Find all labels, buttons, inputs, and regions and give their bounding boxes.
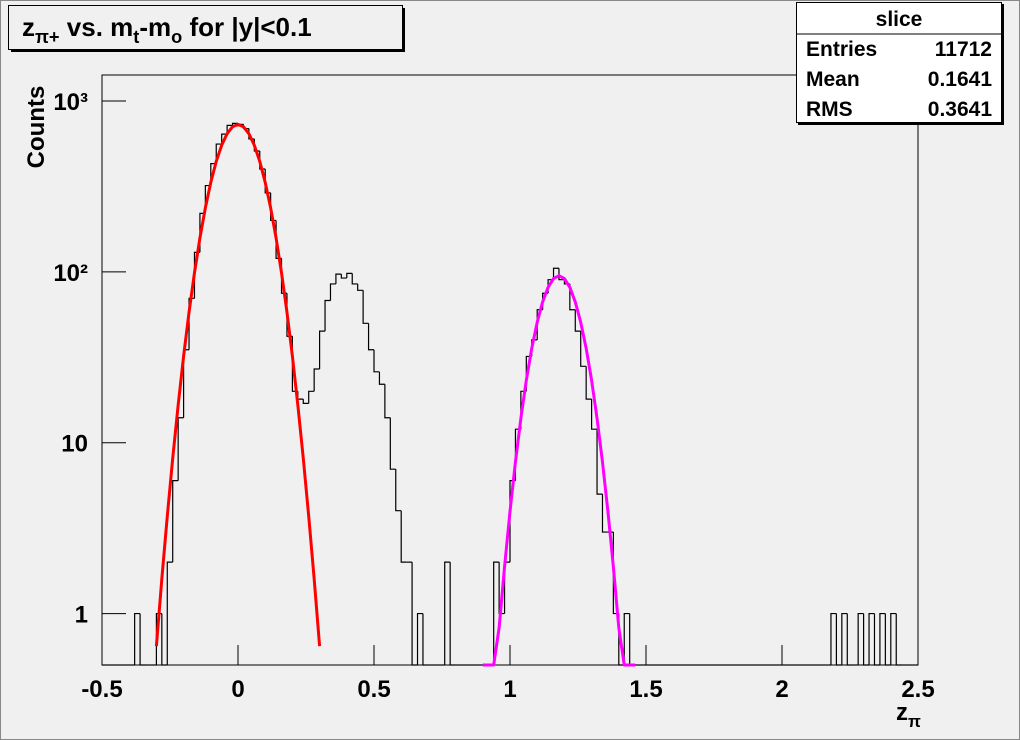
histogram-bin bbox=[231, 122, 238, 126]
histogram-bin bbox=[161, 613, 168, 666]
histogram-bin bbox=[585, 366, 592, 400]
histogram-bin bbox=[835, 613, 842, 666]
stats-rows: Entries 11712 Mean 0.1641 RMS 0.3641 bbox=[806, 38, 992, 121]
histogram-bin bbox=[580, 331, 587, 367]
histogram-bin bbox=[351, 273, 358, 285]
y-tick-label: 10 bbox=[61, 431, 88, 458]
x-tick-label: 1.5 bbox=[629, 676, 662, 703]
histogram-bin bbox=[846, 613, 853, 666]
x-axis-label: zπ bbox=[896, 699, 921, 731]
title-box bbox=[8, 5, 403, 50]
histogram-bin bbox=[313, 368, 320, 392]
plot-layer: -0.5 0 0.5 1 1.5 2 2.5 1 10 10² 10³ bbox=[53, 89, 934, 703]
histogram-bin bbox=[400, 510, 407, 563]
histogram-bin bbox=[308, 390, 315, 404]
subscript: π+ bbox=[35, 27, 60, 47]
histogram-bin bbox=[591, 399, 598, 430]
text-part: z bbox=[896, 699, 908, 726]
histogram-bin bbox=[444, 561, 451, 665]
text-part: z bbox=[22, 12, 35, 42]
plot-frame bbox=[101, 74, 919, 666]
histogram-bin bbox=[558, 268, 565, 281]
histogram-bin bbox=[884, 613, 891, 666]
subscript: π bbox=[908, 712, 921, 731]
stats-label: Entries bbox=[806, 38, 877, 61]
fit-curve bbox=[482, 274, 636, 667]
x-tick-label: 2.5 bbox=[901, 676, 934, 703]
histogram-bin bbox=[384, 384, 391, 419]
x-tick-label: 1 bbox=[503, 676, 516, 703]
histogram-bin bbox=[574, 309, 581, 332]
histogram-bin bbox=[389, 417, 396, 470]
histogram-bin bbox=[134, 612, 141, 665]
stats-value: 0.3641 bbox=[928, 98, 993, 121]
y-tick-label: 10³ bbox=[53, 89, 88, 116]
stats-label: RMS bbox=[806, 98, 853, 121]
histogram-bin bbox=[841, 612, 848, 665]
histogram-bin bbox=[601, 494, 608, 533]
histogram-bin bbox=[873, 613, 880, 666]
histogram-bin bbox=[319, 330, 326, 370]
histogram-bin bbox=[340, 274, 347, 279]
text-part: for |y|<0.1 bbox=[182, 12, 311, 42]
histogram-bin bbox=[623, 612, 630, 665]
subscript: o bbox=[171, 27, 182, 47]
stats-value: 11712 bbox=[935, 38, 992, 61]
text-part: vs. m bbox=[60, 12, 134, 42]
histogram-bin bbox=[335, 273, 342, 284]
histogram-bin bbox=[329, 283, 336, 301]
histogram-bin bbox=[357, 283, 364, 291]
histogram-bin bbox=[493, 561, 500, 665]
histogram-bin bbox=[857, 612, 864, 665]
histogram-bin bbox=[188, 297, 195, 350]
histogram-bin bbox=[378, 371, 385, 385]
y-axis-label: Counts bbox=[23, 86, 50, 169]
histogram-bin bbox=[890, 612, 897, 665]
histogram-bin bbox=[346, 272, 353, 279]
y-tick-label: 1 bbox=[75, 602, 88, 629]
stats-box bbox=[796, 2, 1002, 123]
histogram-bin bbox=[830, 612, 837, 665]
histogram-bin bbox=[569, 283, 576, 311]
fit-curve bbox=[154, 122, 322, 647]
stats-label: Mean bbox=[806, 68, 860, 91]
x-tick-label: 2 bbox=[775, 676, 788, 703]
chart-title: zπ+ vs. mt-mo for |y|<0.1 bbox=[22, 12, 312, 47]
histogram-bin bbox=[226, 124, 233, 135]
histogram-bin bbox=[324, 299, 331, 332]
histogram-bin bbox=[172, 480, 179, 563]
x-tick-label: -0.5 bbox=[81, 676, 122, 703]
histogram-bin bbox=[596, 429, 603, 495]
histogram-bin bbox=[879, 612, 886, 665]
histogram-bin bbox=[302, 399, 309, 404]
histogram-bin bbox=[422, 613, 429, 666]
histogram-bin bbox=[411, 562, 418, 666]
histogram-bin bbox=[395, 469, 402, 512]
histogram-bin bbox=[416, 612, 423, 665]
x-tick-label: 0 bbox=[231, 676, 244, 703]
histogram-bin bbox=[139, 613, 146, 666]
histogram-bin bbox=[863, 613, 870, 666]
x-tick-label: 0.5 bbox=[357, 676, 390, 703]
text-part: -m bbox=[139, 12, 171, 42]
histogram-bin bbox=[373, 349, 380, 373]
histogram-bin bbox=[895, 613, 902, 666]
histogram-bin bbox=[362, 290, 369, 324]
histogram-bin bbox=[166, 561, 173, 665]
stats-title: slice bbox=[876, 8, 923, 31]
histogram-bin bbox=[868, 612, 875, 665]
y-tick-label: 10² bbox=[53, 260, 88, 287]
histogram-bin bbox=[552, 267, 559, 280]
histogram-bin bbox=[449, 562, 456, 666]
histogram-bin bbox=[367, 323, 374, 351]
subscript: t bbox=[133, 27, 139, 47]
stats-value: 0.1641 bbox=[928, 68, 993, 91]
